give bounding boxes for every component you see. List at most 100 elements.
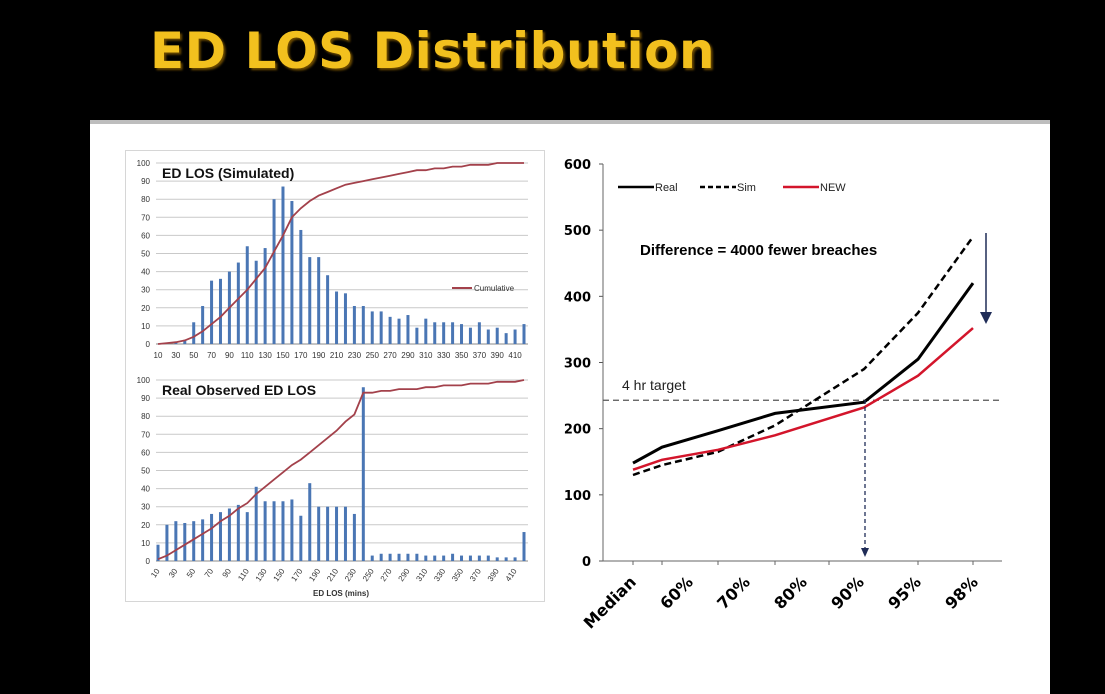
chart-title: ED LOS (Simulated)	[162, 165, 294, 181]
y-tick-label: 10	[141, 322, 150, 331]
bar	[218, 278, 222, 344]
bar	[370, 555, 374, 561]
bar	[495, 327, 499, 344]
bar	[245, 246, 249, 344]
bar	[406, 315, 410, 344]
x-tick-label: 130	[254, 567, 269, 584]
y-tick-label: 40	[141, 268, 150, 277]
bar	[460, 555, 464, 561]
x-tick-label: 190	[307, 567, 322, 584]
legend-label-sim: Sim	[737, 182, 756, 194]
y-tick-label: 300	[564, 357, 591, 372]
y-tick-label: 400	[564, 290, 591, 305]
x-tick-label: 270	[383, 351, 397, 360]
bar	[263, 248, 267, 344]
y-tick-label: 0	[146, 340, 151, 349]
bar	[192, 322, 196, 344]
bar	[406, 553, 410, 561]
bar	[281, 501, 285, 561]
x-tick-label: 310	[419, 351, 433, 360]
legend-label-cumulative: Cumulative	[474, 284, 515, 293]
bar	[308, 483, 312, 561]
bar	[460, 324, 464, 344]
y-tick-label: 80	[141, 412, 150, 421]
bar	[272, 199, 276, 344]
bar	[388, 553, 392, 561]
y-tick-label: 90	[141, 394, 150, 403]
y-tick-label: 30	[141, 503, 150, 512]
x-tick-label: 290	[401, 351, 415, 360]
y-tick-label: 20	[141, 304, 150, 313]
y-tick-label: 600	[564, 158, 591, 173]
bar	[335, 506, 339, 561]
x-category-label: 98%	[941, 572, 982, 613]
bar	[308, 257, 312, 344]
y-tick-label: 100	[564, 489, 591, 504]
bar	[254, 260, 258, 344]
y-tick-label: 50	[141, 250, 150, 259]
bar	[433, 555, 437, 561]
target-label: 4 hr target	[622, 377, 686, 393]
x-axis-title: ED LOS (mins)	[313, 589, 369, 598]
bar	[513, 557, 517, 561]
y-tick-label: 80	[141, 195, 150, 204]
bar	[210, 513, 214, 561]
bar	[442, 322, 446, 344]
bar	[522, 532, 526, 561]
x-tick-label: 290	[397, 567, 412, 584]
x-tick-label: 370	[473, 351, 487, 360]
bar	[183, 522, 187, 561]
x-tick-label: 10	[149, 567, 162, 580]
x-tick-label: 90	[221, 567, 234, 580]
x-tick-label: 350	[450, 567, 465, 584]
series-line-new	[632, 327, 974, 471]
x-tick-label: 130	[258, 351, 272, 360]
x-tick-label: 70	[207, 351, 216, 360]
bar	[468, 327, 472, 344]
bar	[299, 515, 303, 561]
bar	[352, 305, 356, 344]
bar	[397, 318, 401, 344]
bar	[424, 555, 428, 561]
bar	[210, 280, 214, 344]
series-line-sim	[632, 236, 975, 477]
bar	[156, 544, 160, 561]
x-tick-label: 170	[294, 351, 308, 360]
bar	[263, 501, 267, 561]
bar	[201, 519, 205, 561]
bar	[272, 501, 276, 561]
x-category-label: 95%	[884, 572, 925, 613]
legend-label-real: Real	[655, 182, 678, 194]
x-tick-label: 330	[432, 567, 447, 584]
bar	[379, 311, 383, 344]
x-tick-label: 150	[272, 567, 287, 584]
x-tick-label: 190	[312, 351, 326, 360]
bar	[343, 506, 347, 561]
x-tick-label: 210	[330, 351, 344, 360]
bar	[379, 553, 383, 561]
bar	[370, 311, 374, 344]
y-tick-label: 100	[137, 376, 151, 385]
y-tick-label: 0	[146, 557, 151, 566]
bar	[424, 318, 428, 344]
bar	[290, 201, 294, 344]
bar	[326, 506, 330, 561]
x-tick-label: 10	[154, 351, 163, 360]
y-tick-label: 10	[141, 539, 150, 548]
bar	[433, 322, 437, 344]
x-tick-label: 350	[455, 351, 469, 360]
bar	[335, 291, 339, 344]
x-tick-label: 390	[491, 351, 505, 360]
bar	[468, 555, 472, 561]
x-tick-label: 250	[366, 351, 380, 360]
bar	[326, 275, 330, 344]
bar	[415, 327, 419, 344]
x-tick-label: 150	[276, 351, 290, 360]
y-tick-label: 60	[141, 448, 150, 457]
bar	[290, 499, 294, 561]
bar	[343, 293, 347, 344]
cumulative-line	[157, 162, 524, 345]
x-tick-label: 110	[241, 351, 254, 360]
bar	[388, 316, 392, 344]
